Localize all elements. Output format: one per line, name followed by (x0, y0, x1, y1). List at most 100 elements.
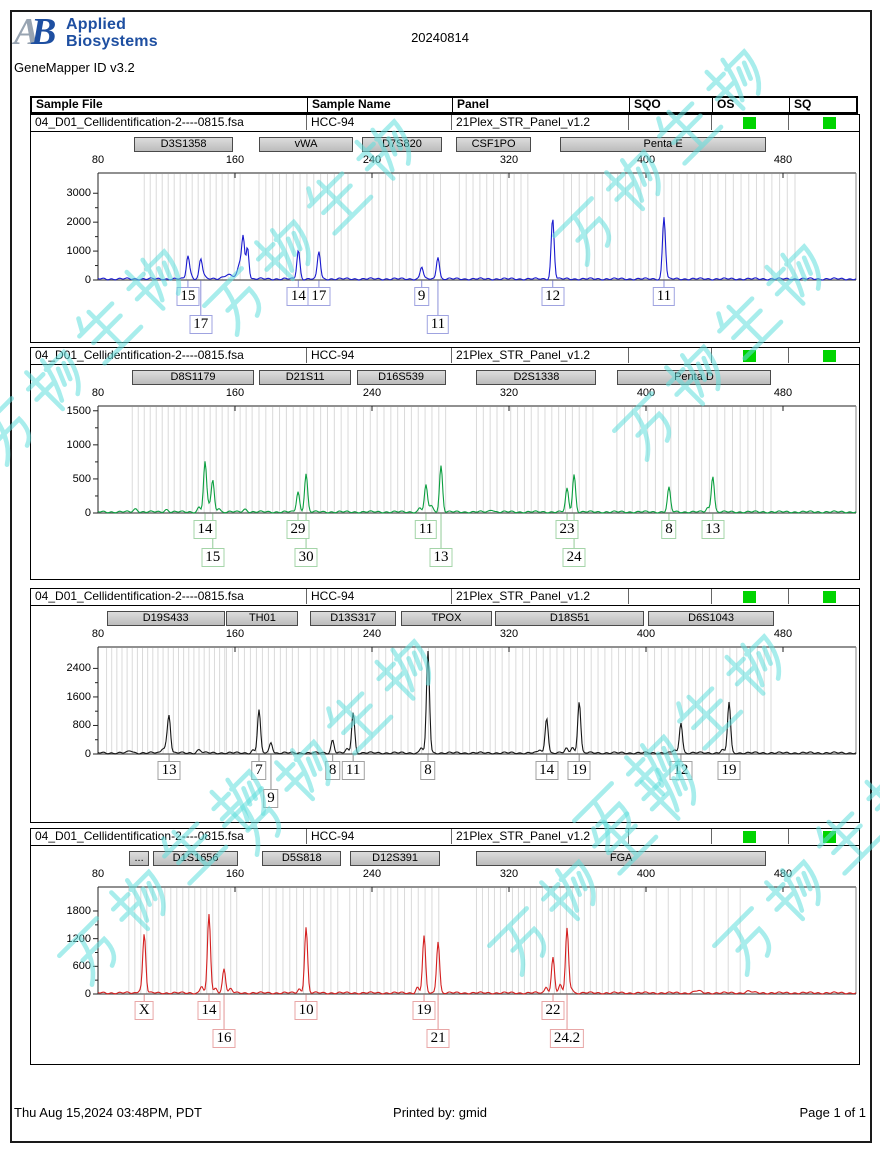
marker-button-tpox[interactable]: TPOX (401, 611, 492, 626)
marker-button-d21s11[interactable]: D21S11 (258, 370, 352, 385)
y-tick-label: 0 (84, 748, 91, 760)
allele-label[interactable]: 19 (717, 761, 741, 780)
y-tick-label: 800 (72, 719, 91, 732)
electropherogram-plot (93, 646, 857, 790)
marker-button-d13s317[interactable]: D13S317 (310, 611, 396, 626)
x-tick-label: 80 (91, 628, 105, 640)
x-tick-label: 240 (362, 628, 382, 640)
allele-label[interactable]: 17 (189, 315, 213, 334)
x-tick-label: 240 (362, 868, 382, 880)
allele-label[interactable]: 9 (263, 789, 279, 808)
results-table-header: Sample File Sample Name Panel SQO OS SQ (30, 96, 858, 114)
allele-label[interactable]: 8 (661, 520, 677, 539)
x-tick-label: 80 (91, 154, 105, 166)
allele-label[interactable]: 10 (294, 1001, 318, 1020)
y-tick-label: 1800 (66, 904, 91, 917)
sample-row-cell-sample-file: 04_D01_Cellidentification-2----0815.fsa (35, 589, 244, 603)
marker-button-d5s818[interactable]: D5S818 (262, 851, 342, 866)
allele-label[interactable]: 16 (212, 1029, 236, 1048)
y-tick-label: 0 (84, 988, 91, 1000)
x-tick-label: 80 (91, 387, 105, 399)
allele-label[interactable]: 11 (652, 287, 676, 306)
x-tick-label: 80 (91, 868, 105, 880)
sample-row-cell-sqo (628, 348, 711, 363)
marker-button-th01[interactable]: TH01 (226, 611, 299, 626)
allele-label[interactable]: 24.2 (549, 1029, 585, 1048)
allele-label[interactable]: 23 (555, 520, 579, 539)
allele-label[interactable]: 13 (157, 761, 181, 780)
header-cell-sample-file: Sample File (36, 98, 103, 111)
header-cell-os: OS (712, 98, 789, 112)
allele-label[interactable]: 24 (562, 548, 586, 567)
sample-row-cell-sample-name: HCC-94 (306, 348, 451, 363)
allele-label[interactable]: 11 (414, 520, 438, 539)
allele-label[interactable]: 17 (307, 287, 331, 306)
allele-label[interactable]: 14 (535, 761, 559, 780)
y-tick-label: 0 (84, 507, 91, 519)
sample-row-cell-panel: 21Plex_STR_Panel_v1.2 (451, 115, 628, 130)
sample-row: 04_D01_Cellidentification-2----0815.fsa H… (31, 589, 859, 606)
sample-row-cell-sqo (628, 115, 711, 130)
allele-label[interactable]: 21 (426, 1029, 450, 1048)
electropherogram-panel-2: 04_D01_Cellidentification-2----0815.fsa H… (30, 347, 860, 580)
sample-row-cell-os (711, 115, 788, 130)
allele-label[interactable]: X (134, 1001, 154, 1020)
allele-label[interactable]: 15 (176, 287, 200, 306)
header-cell-sample-name: Sample Name (307, 98, 452, 112)
allele-label[interactable]: 13 (429, 548, 453, 567)
allele-label[interactable]: 29 (286, 520, 310, 539)
logo-monogram-a: A (14, 11, 40, 53)
marker-button-d18s51[interactable]: D18S51 (495, 611, 645, 626)
allele-label[interactable]: 14 (286, 287, 310, 306)
electropherogram-panel-1: 04_D01_Cellidentification-2----0815.fsa H… (30, 114, 860, 343)
y-tick-label: 3000 (66, 187, 91, 200)
marker-button-d19s433[interactable]: D19S433 (106, 611, 225, 626)
logo-monogram-b: B (31, 11, 57, 53)
marker-button-[interactable]: ... (128, 851, 150, 866)
footer-printed-by: Printed by: gmid (393, 1105, 487, 1120)
allele-label[interactable]: 12 (541, 287, 565, 306)
allele-label[interactable]: 19 (412, 1001, 436, 1020)
sample-row-cell-sq (788, 348, 859, 363)
allele-label[interactable]: 15 (201, 548, 225, 567)
x-tick-label: 160 (225, 154, 245, 166)
footer-timestamp: Thu Aug 15,2024 03:48PM, PDT (14, 1105, 202, 1120)
y-tick-label: 1000 (66, 245, 91, 258)
marker-button-vwa[interactable]: vWA (258, 137, 354, 152)
allele-label[interactable]: 13 (701, 520, 725, 539)
marker-button-d2s1338[interactable]: D2S1338 (476, 370, 597, 385)
allele-label[interactable]: 11 (426, 315, 450, 334)
allele-label[interactable]: 12 (669, 761, 693, 780)
allele-label[interactable]: 7 (251, 761, 267, 780)
footer-page-number: Page 1 of 1 (799, 1105, 867, 1120)
allele-label[interactable]: 9 (413, 287, 430, 306)
marker-button-d12s391[interactable]: D12S391 (349, 851, 441, 866)
marker-button-d3s1358[interactable]: D3S1358 (133, 137, 234, 152)
electropherogram-plot (93, 405, 857, 549)
trace-line (97, 650, 857, 755)
page-border (10, 10, 872, 1143)
allele-label[interactable]: 22 (541, 1001, 565, 1020)
allele-label[interactable]: 19 (567, 761, 591, 780)
x-tick-label: 320 (499, 868, 519, 880)
allele-label[interactable]: 8 (324, 761, 341, 780)
y-tick-label: 500 (72, 472, 91, 485)
y-tick-label: 2400 (66, 662, 91, 675)
allele-label[interactable]: 11 (341, 761, 365, 780)
marker-button-d6s1043[interactable]: D6S1043 (647, 611, 775, 626)
x-tick-label: 320 (499, 387, 519, 399)
trace-line (97, 461, 857, 514)
allele-label[interactable]: 8 (420, 761, 436, 780)
sample-row: 04_D01_Cellidentification-2----0815.fsa H… (31, 115, 859, 132)
marker-button-csf1po[interactable]: CSF1PO (455, 137, 532, 152)
x-tick-label: 160 (225, 628, 245, 640)
marker-button-d16s539[interactable]: D16S539 (356, 370, 446, 385)
allele-label[interactable]: 30 (294, 548, 318, 567)
marker-button-d8s1179[interactable]: D8S1179 (132, 370, 254, 385)
allele-label[interactable]: 14 (197, 1001, 221, 1020)
os-status-square (743, 117, 756, 129)
electropherogram-plot (93, 886, 857, 1030)
report-date-label: 20240814 (411, 30, 469, 45)
x-tick-label: 320 (499, 154, 519, 166)
allele-label[interactable]: 14 (193, 520, 217, 539)
